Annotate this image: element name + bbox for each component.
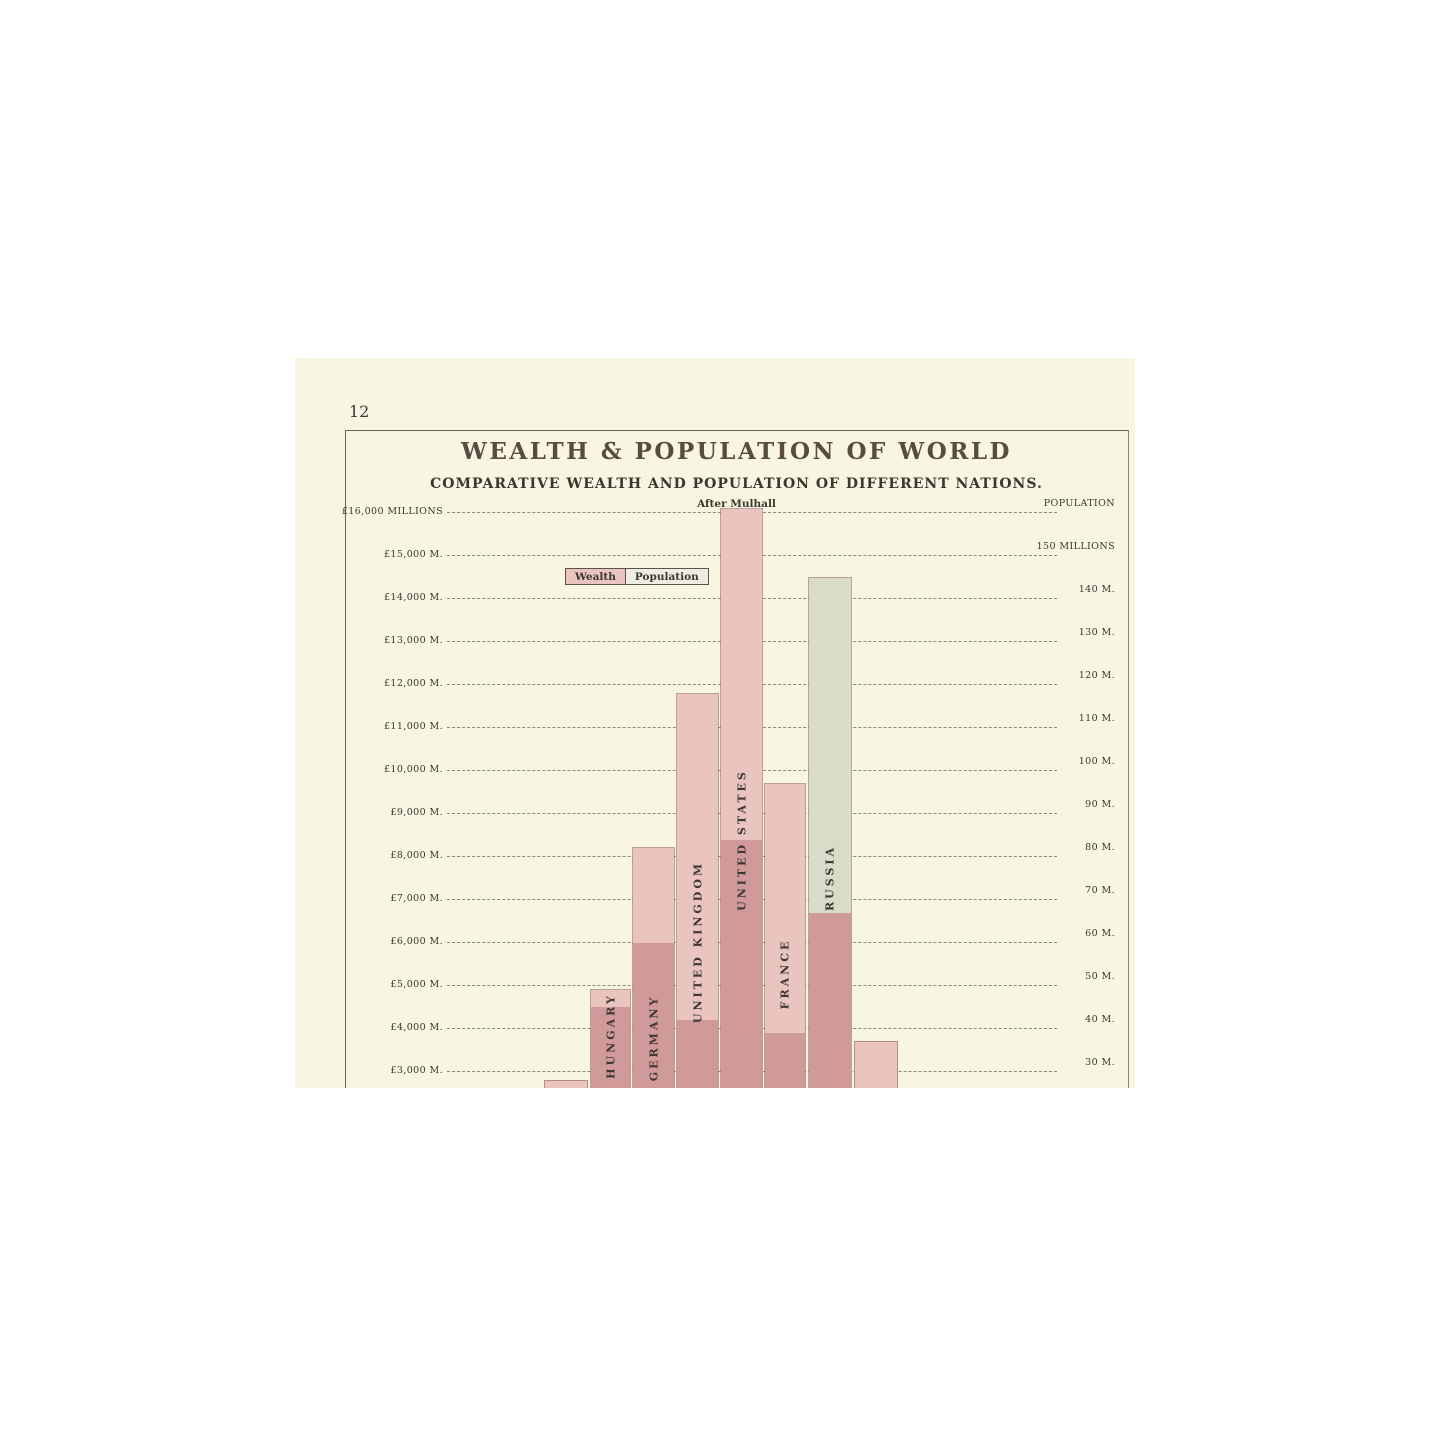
axis-label-population: 150 MILLIONS: [1036, 541, 1115, 552]
bar-label: RUSSIA: [823, 844, 837, 912]
axis-label-population: 110 M.: [1078, 713, 1115, 724]
axis-label-wealth: £11,000 M.: [383, 721, 443, 732]
overlap-segment: [633, 942, 674, 1088]
bar-unlabeled: [544, 1079, 588, 1088]
bar-label: UNITED STATES: [735, 769, 748, 911]
bar-united-states: [720, 507, 763, 1088]
wealth-only-segment: [677, 693, 718, 1021]
right-border-line: [1128, 430, 1129, 1088]
axis-label-wealth: £6,000 M.: [390, 936, 443, 947]
axis-label-population: 80 M.: [1085, 842, 1115, 853]
chart-attribution: After Mulhall: [697, 498, 776, 510]
chart-area: £16,000 MILLIONS POPULATION £15,000 M. 150 …: [295, 358, 1135, 1088]
axis-label-population: 70 M.: [1085, 885, 1115, 896]
axis-label-population: 60 M.: [1085, 928, 1115, 939]
bar-label: FRANCE: [778, 938, 792, 1010]
chart-title: WEALTH & POPULATION OF WORLD: [461, 438, 1012, 465]
bar-france: [764, 782, 806, 1088]
bar-united-kingdom: [676, 692, 719, 1088]
bar-germany: [632, 847, 675, 1088]
axis-label-wealth: £10,000 M.: [383, 764, 443, 775]
axis-label-wealth: £13,000 M.: [383, 635, 443, 646]
overlap-segment: [591, 1007, 630, 1088]
page-number: 12: [349, 402, 370, 421]
bar-russia: [808, 576, 852, 1088]
population-only-segment: [809, 577, 851, 913]
wealth-only-segment: [633, 848, 674, 943]
axis-label-wealth: £12,000 M.: [383, 678, 443, 689]
legend-wealth-swatch: Wealth: [566, 569, 626, 584]
overlap-segment: [677, 1020, 718, 1088]
overlap-segment: [765, 1033, 805, 1088]
bar-label: UNITED KINGDOM: [691, 860, 704, 1024]
axis-label-population: 140 M.: [1078, 584, 1115, 595]
bar-label: GERMANY: [647, 994, 660, 1082]
overlap-segment: [809, 912, 851, 1088]
left-border-line: [345, 430, 346, 1088]
axis-label-population: 50 M.: [1085, 971, 1115, 982]
axis-label-population: 130 M.: [1078, 627, 1115, 638]
axis-label-population: 100 M.: [1078, 756, 1115, 767]
axis-label-wealth: £16,000 MILLIONS: [341, 506, 443, 517]
bar-label: HUNGARY: [604, 993, 617, 1079]
axis-label-population: 90 M.: [1085, 799, 1115, 810]
legend-population-swatch: Population: [625, 569, 708, 584]
atlas-page: 12 WEALTH & POPULATION OF WORLD COMPARAT…: [295, 358, 1135, 1088]
axis-label-population: POPULATION: [1043, 498, 1115, 509]
axis-label-wealth: £3,000 M.: [390, 1065, 443, 1076]
axis-label-wealth: £5,000 M.: [390, 979, 443, 990]
legend: Wealth Population: [565, 568, 709, 585]
overlap-segment: [721, 839, 762, 1088]
top-rule: [345, 430, 1128, 431]
bar-unlabeled: [854, 1040, 898, 1088]
axis-label-wealth: £7,000 M.: [390, 893, 443, 904]
axis-label-population: 40 M.: [1085, 1014, 1115, 1025]
axis-label-wealth: £4,000 M.: [390, 1022, 443, 1033]
wealth-only-segment: [721, 508, 762, 840]
axis-label-wealth: £14,000 M.: [383, 592, 443, 603]
axis-label-population: 30 M.: [1085, 1057, 1115, 1068]
wealth-only-segment: [591, 990, 630, 1008]
bar-hungary: [590, 989, 631, 1088]
axis-label-wealth: £8,000 M.: [390, 850, 443, 861]
wealth-only-segment: [765, 783, 805, 1034]
axis-label-population: 120 M.: [1078, 670, 1115, 681]
axis-label-wealth: £15,000 M.: [383, 549, 443, 560]
chart-subtitle: COMPARATIVE WEALTH AND POPULATION OF DIF…: [430, 476, 1043, 492]
axis-label-wealth: £9,000 M.: [390, 807, 443, 818]
